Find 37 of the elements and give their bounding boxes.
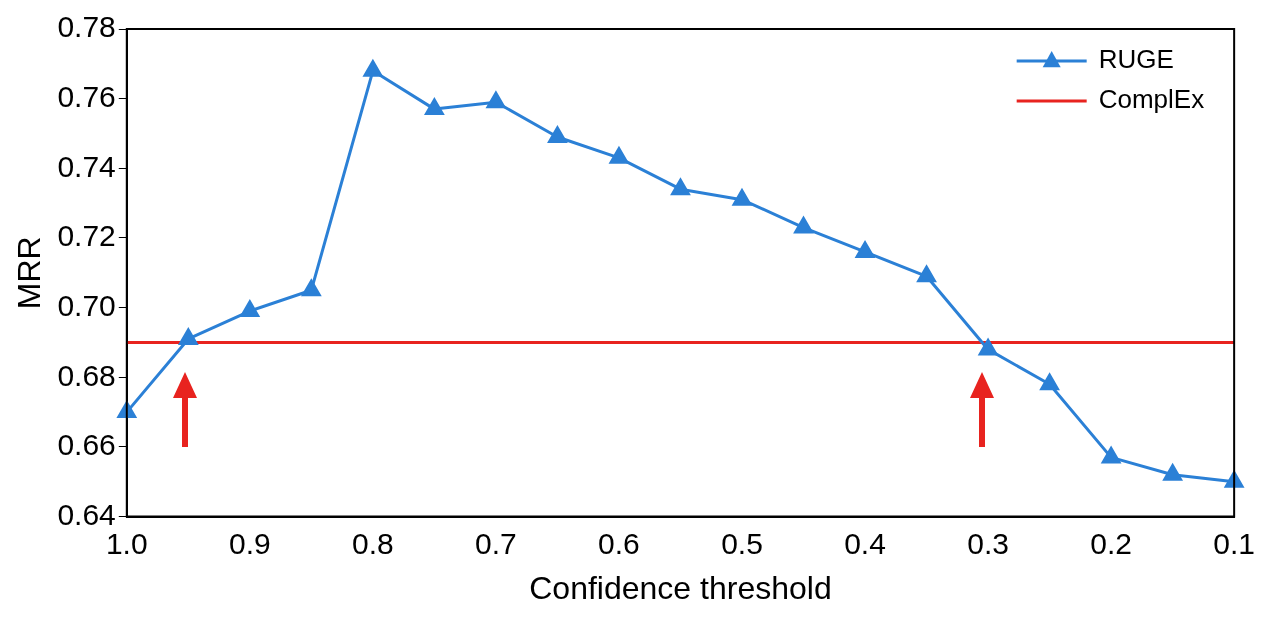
y-tick-label: 0.70 bbox=[57, 288, 116, 322]
y-tick-label: 0.78 bbox=[57, 10, 116, 44]
point bbox=[609, 147, 629, 164]
y-tick-label: 0.68 bbox=[57, 358, 116, 392]
x-tick-label: 0.9 bbox=[228, 526, 271, 560]
point bbox=[978, 338, 998, 356]
y-tick-label: 0.72 bbox=[57, 219, 116, 253]
x-tick-label: 0.3 bbox=[967, 526, 1009, 560]
x-tick-label: 0.5 bbox=[721, 526, 763, 560]
point bbox=[1163, 464, 1182, 481]
y-tick-label: 0.74 bbox=[57, 149, 116, 183]
point bbox=[363, 60, 383, 77]
legend-label: RUGE bbox=[1098, 44, 1174, 75]
x-tick-label: 0.1 bbox=[1213, 526, 1256, 560]
x-tick-label: 0.8 bbox=[352, 526, 394, 560]
point bbox=[794, 217, 813, 234]
y-axis-title: MRR bbox=[11, 236, 48, 310]
point bbox=[732, 189, 752, 206]
point bbox=[855, 241, 875, 258]
x-tick-label: 0.4 bbox=[844, 526, 886, 560]
point bbox=[548, 126, 567, 143]
x-tick-label: 0.6 bbox=[598, 526, 640, 560]
point bbox=[302, 279, 321, 297]
point bbox=[671, 178, 690, 196]
legend-label: ComplEx bbox=[1098, 84, 1205, 115]
y-tick-label: 0.76 bbox=[57, 79, 116, 113]
y-tick-label: 0.66 bbox=[57, 428, 116, 462]
point bbox=[1040, 373, 1059, 391]
point bbox=[179, 328, 198, 345]
point bbox=[486, 91, 506, 109]
point bbox=[240, 300, 260, 318]
x-tick-label: 0.7 bbox=[475, 526, 517, 560]
point bbox=[917, 265, 936, 283]
x-axis-title: Confidence threshold bbox=[529, 569, 832, 606]
point bbox=[425, 98, 444, 116]
x-tick-label: 0.2 bbox=[1090, 526, 1132, 560]
point bbox=[1101, 446, 1121, 464]
